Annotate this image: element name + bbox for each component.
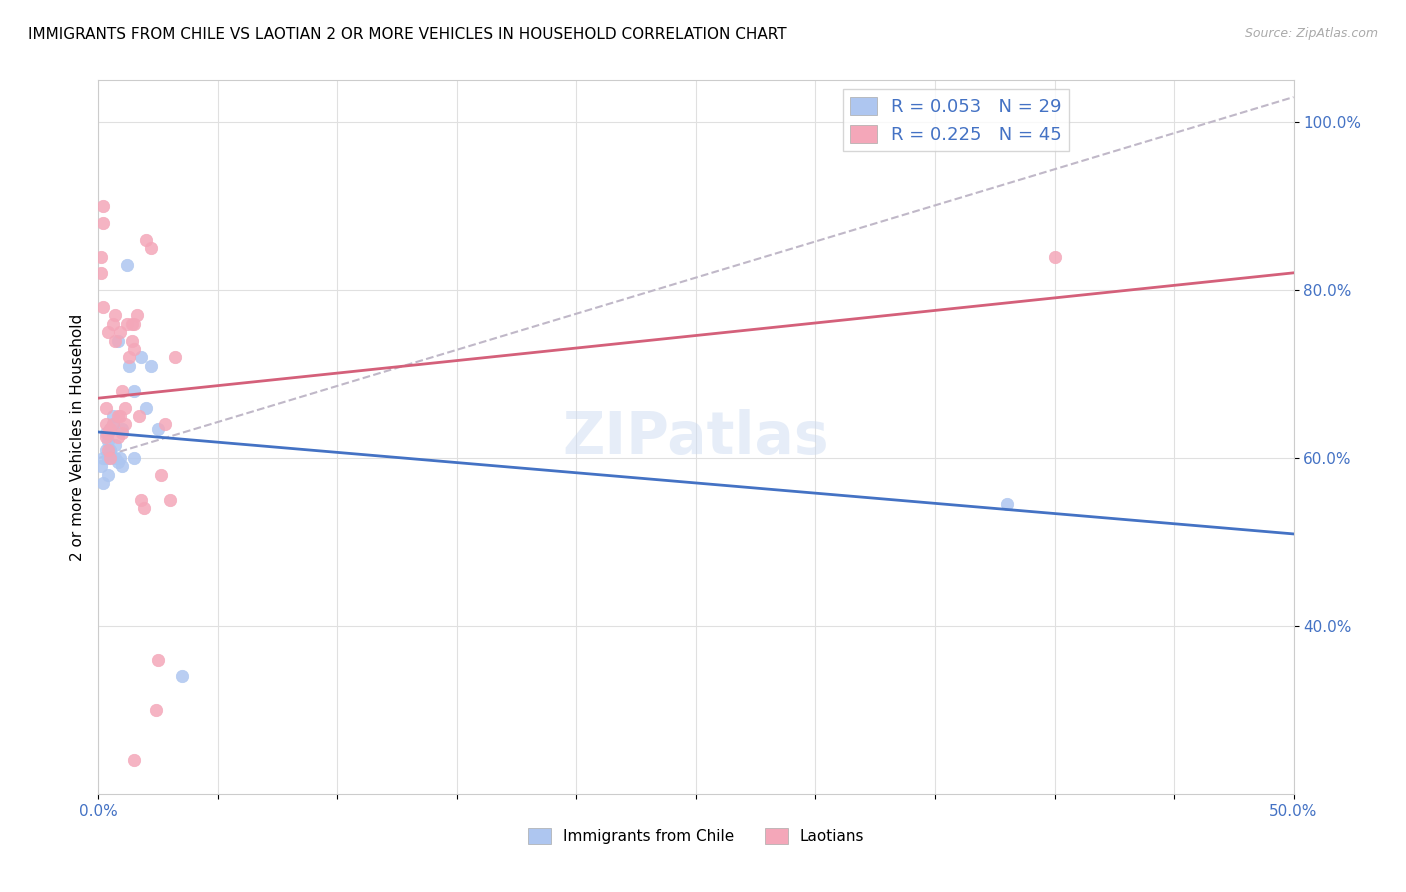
Point bbox=[91, 300, 114, 314]
Point bbox=[107, 430, 129, 444]
Point bbox=[121, 317, 143, 331]
Point bbox=[98, 451, 122, 466]
Point bbox=[98, 422, 122, 436]
Point bbox=[124, 317, 146, 331]
Point bbox=[107, 455, 129, 469]
Point bbox=[155, 417, 177, 432]
Point bbox=[118, 359, 141, 373]
Point bbox=[111, 425, 134, 440]
Point bbox=[159, 493, 181, 508]
Text: IMMIGRANTS FROM CHILE VS LAOTIAN 2 OR MORE VEHICLES IN HOUSEHOLD CORRELATION CHA: IMMIGRANTS FROM CHILE VS LAOTIAN 2 OR MO… bbox=[28, 27, 787, 42]
Point bbox=[121, 334, 143, 348]
Point bbox=[90, 266, 112, 280]
Point bbox=[98, 422, 122, 436]
Point bbox=[111, 422, 134, 436]
Point bbox=[101, 317, 124, 331]
Y-axis label: 2 or more Vehicles in Household: 2 or more Vehicles in Household bbox=[69, 313, 84, 561]
Point bbox=[132, 501, 155, 516]
Point bbox=[1043, 250, 1066, 264]
Point bbox=[97, 467, 120, 482]
Point bbox=[97, 451, 120, 466]
Point bbox=[114, 417, 136, 432]
Point bbox=[104, 438, 127, 452]
Point bbox=[97, 425, 120, 440]
Point bbox=[115, 258, 138, 272]
Point bbox=[97, 434, 120, 449]
Point bbox=[91, 216, 114, 230]
Point bbox=[163, 351, 186, 365]
Point bbox=[104, 334, 127, 348]
Point bbox=[111, 459, 134, 474]
Point bbox=[94, 442, 117, 457]
Point bbox=[94, 430, 117, 444]
Point bbox=[104, 309, 127, 323]
Point bbox=[107, 409, 129, 423]
Point bbox=[97, 325, 120, 339]
Point bbox=[94, 425, 117, 440]
Point bbox=[128, 409, 150, 423]
Point bbox=[91, 199, 114, 213]
Point bbox=[101, 417, 124, 432]
Point bbox=[125, 309, 148, 323]
Text: Source: ZipAtlas.com: Source: ZipAtlas.com bbox=[1244, 27, 1378, 40]
Point bbox=[131, 351, 153, 365]
Point bbox=[135, 401, 157, 415]
Point bbox=[111, 384, 134, 398]
Point bbox=[90, 250, 112, 264]
Point bbox=[98, 442, 122, 457]
Point bbox=[108, 409, 131, 423]
Point bbox=[118, 351, 141, 365]
Point bbox=[108, 325, 131, 339]
Point bbox=[91, 476, 114, 491]
Point bbox=[94, 417, 117, 432]
Point bbox=[114, 401, 136, 415]
Legend: Immigrants from Chile, Laotians: Immigrants from Chile, Laotians bbox=[522, 822, 870, 850]
Point bbox=[101, 417, 124, 432]
Point bbox=[135, 233, 157, 247]
Point bbox=[101, 409, 124, 423]
Point bbox=[139, 241, 162, 255]
Point bbox=[995, 497, 1018, 511]
Point bbox=[107, 334, 129, 348]
Point bbox=[108, 451, 131, 466]
Point bbox=[148, 422, 170, 436]
Point bbox=[91, 451, 114, 466]
Point bbox=[124, 451, 146, 466]
Point bbox=[148, 652, 170, 666]
Point bbox=[131, 493, 153, 508]
Point bbox=[149, 467, 172, 482]
Point bbox=[115, 317, 138, 331]
Point bbox=[90, 459, 112, 474]
Point bbox=[104, 451, 127, 466]
Point bbox=[172, 669, 194, 683]
Point bbox=[145, 703, 167, 717]
Point bbox=[124, 342, 146, 356]
Text: ZIPatlas: ZIPatlas bbox=[562, 409, 830, 466]
Point bbox=[124, 753, 146, 767]
Point bbox=[97, 442, 120, 457]
Point bbox=[124, 384, 146, 398]
Point bbox=[139, 359, 162, 373]
Point bbox=[94, 401, 117, 415]
